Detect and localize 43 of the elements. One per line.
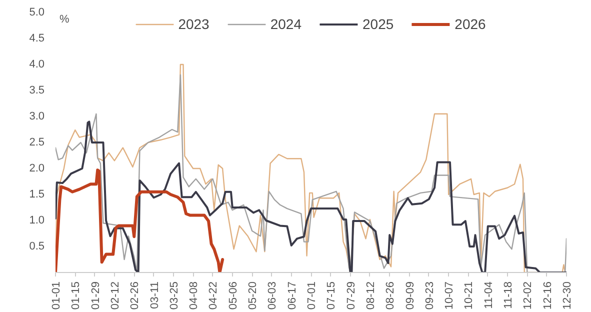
x-tick-label: 10-07	[444, 281, 456, 310]
x-tick-label: 11-18	[502, 281, 515, 309]
x-tick-label: 11-04	[482, 281, 495, 309]
y-tick-label: 2.0	[29, 162, 45, 174]
legend-label: 2023	[178, 16, 210, 32]
x-tick-label: 04-08	[188, 281, 200, 310]
y-tick-label: 2.5	[29, 136, 45, 148]
x-tick-label: 12-16	[542, 281, 554, 310]
x-tick-label: 09-23	[424, 281, 436, 310]
x-tick-label: 02-26	[129, 281, 142, 310]
x-tick-label: 06-17	[286, 281, 298, 310]
x-tick-label: 08-26	[384, 281, 397, 310]
y-tick-label: 3.5	[29, 84, 45, 96]
x-tick-label: 01-15	[70, 281, 82, 310]
x-tick-label: 03-25	[168, 281, 180, 310]
x-tick-label: 12-30	[562, 281, 574, 310]
x-tick-label: 07-15	[326, 281, 338, 310]
x-tick-label: 04-22	[208, 281, 220, 310]
x-tick-label: 01-01	[50, 281, 62, 310]
line-series	[56, 168, 224, 272]
x-tick-label: 10-21	[463, 281, 476, 310]
y-tick-label: 3.0	[29, 110, 45, 122]
x-tick-label: 12-02	[522, 281, 534, 310]
x-tick-label: 01-29	[90, 281, 102, 310]
legend-label: 2025	[362, 16, 394, 32]
y-tick-label: 4.5	[29, 32, 45, 44]
x-tick-label: 06-03	[266, 281, 279, 310]
y-tick-label: 1.0	[29, 214, 45, 226]
y-axis-title: %	[60, 14, 70, 26]
legend-label: 2026	[454, 16, 486, 32]
x-tick-label: 07-29	[345, 281, 358, 310]
y-tick-label: 1.5	[29, 188, 45, 200]
x-tick-label: 03-11	[148, 281, 161, 309]
x-tick-label: 02-12	[109, 281, 122, 310]
y-tick-label: 0.5	[29, 240, 45, 252]
legend-label: 2024	[270, 16, 302, 32]
y-tick-label: 5.0	[29, 6, 45, 18]
x-tick-label: 05-06	[227, 281, 240, 310]
x-tick-label: 07-01	[306, 281, 318, 310]
x-tick-label: 08-12	[364, 281, 377, 310]
y-tick-label: 4.0	[29, 58, 45, 70]
x-tick-label: 05-20	[247, 281, 260, 310]
x-tick-label: 09-09	[404, 281, 416, 310]
